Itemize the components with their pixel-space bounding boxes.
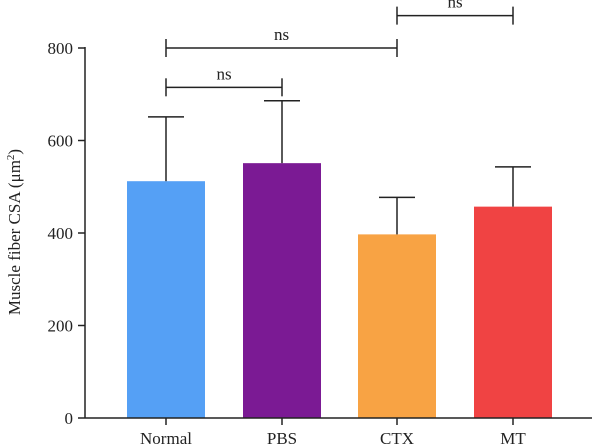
x-axis: Normal PBS CTX MT bbox=[85, 417, 592, 446]
y-tick-label: 0 bbox=[65, 409, 74, 428]
bars bbox=[127, 163, 552, 418]
significance-label: ns bbox=[447, 0, 462, 12]
bar-normal bbox=[127, 181, 205, 418]
bar-mt bbox=[474, 206, 552, 418]
y-tick-label: 800 bbox=[48, 39, 74, 58]
x-tick-label: CTX bbox=[380, 429, 414, 446]
error-bars bbox=[148, 99, 531, 235]
y-tick-label: 400 bbox=[48, 224, 74, 243]
x-tick-label: PBS bbox=[267, 429, 297, 446]
y-axis: 0 200 400 600 800 bbox=[48, 39, 86, 428]
x-tick-label: MT bbox=[500, 429, 526, 446]
bar-ctx bbox=[358, 234, 436, 418]
y-axis-title-close: ) bbox=[5, 149, 24, 155]
x-tick-label: Normal bbox=[140, 429, 192, 446]
significance-label: ns bbox=[216, 64, 231, 83]
y-axis-title: Muscle fiber CSA (μm2) bbox=[5, 149, 24, 315]
y-tick-label: 200 bbox=[48, 317, 74, 336]
y-tick-label: 600 bbox=[48, 132, 74, 151]
bar-pbs bbox=[243, 163, 321, 418]
significance-label: ns bbox=[274, 25, 289, 44]
y-axis-title-main: Muscle fiber CSA (μm bbox=[5, 160, 24, 315]
significance-brackets: ns ns ns bbox=[165, 0, 514, 97]
y-axis-title-superscript: 2 bbox=[5, 155, 17, 161]
